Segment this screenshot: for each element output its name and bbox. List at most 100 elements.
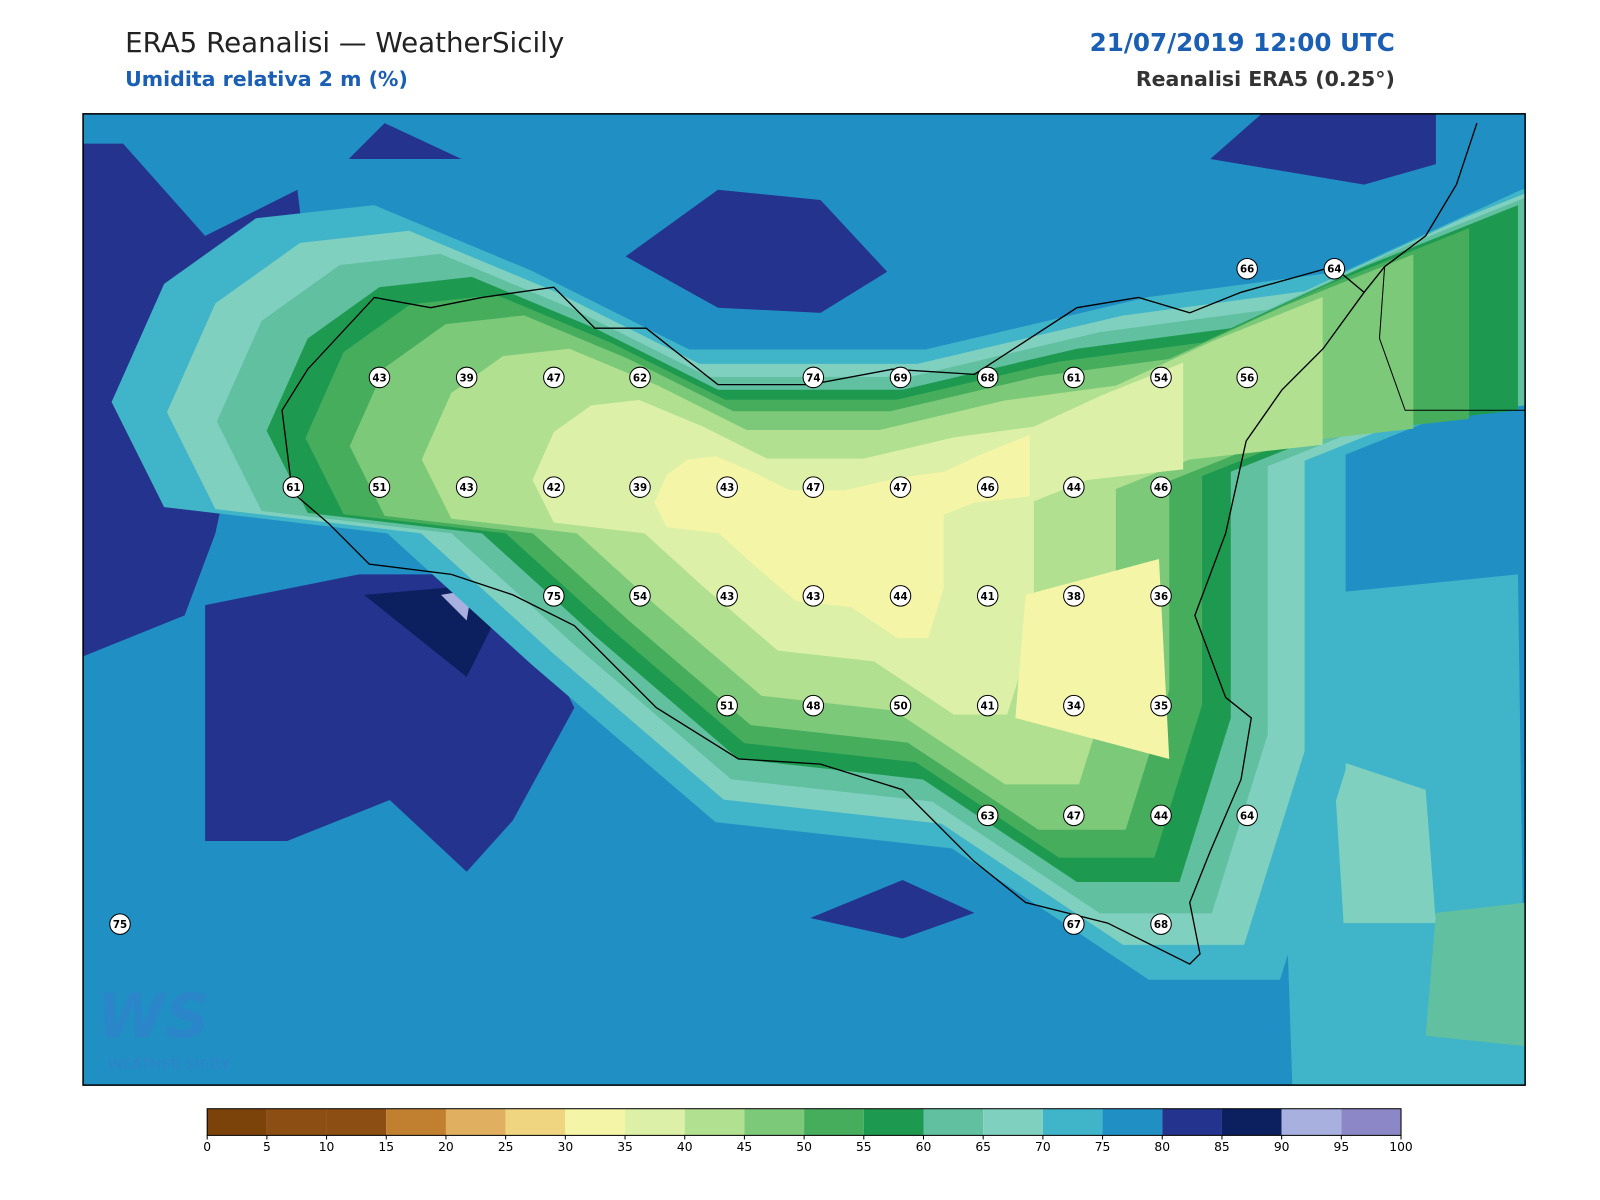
station-marker (1063, 913, 1085, 935)
station-value: 43 (720, 591, 734, 603)
coastline (281, 265, 1366, 965)
station-value: 43 (806, 591, 820, 603)
station-marker (1150, 366, 1172, 389)
colorbar-cell (386, 1108, 446, 1136)
station-marker (802, 585, 825, 607)
humidity-field (83, 113, 1526, 1086)
colorbar-cell (207, 1108, 267, 1136)
patch (1210, 113, 1436, 185)
station-value: 48 (806, 701, 820, 713)
colorbar-cell (326, 1108, 387, 1136)
station-marker (543, 585, 565, 607)
station-value: 41 (981, 701, 995, 713)
station-value: 35 (1154, 701, 1168, 713)
colorbar-cell (1341, 1108, 1402, 1136)
patch (625, 189, 888, 313)
station-marker (976, 366, 999, 389)
station-value: 74 (806, 372, 820, 384)
station-marker (543, 366, 565, 389)
logo-text: WS (97, 981, 209, 1053)
colorbar-cell (445, 1108, 506, 1136)
overlay: 66 64 43 39 47 62 74 69 68 61 54 56 61 51 43 42 39 43 47 47… (82, 113, 1526, 1154)
station-marker (1150, 694, 1172, 717)
station-value: 69 (893, 372, 907, 384)
colorbar-cell (565, 1108, 626, 1136)
colorbar-label: 0 (203, 1140, 211, 1154)
station-value: 68 (981, 372, 995, 384)
station-value: 54 (1154, 372, 1168, 384)
station-value: 44 (1067, 482, 1081, 494)
station-marker (543, 476, 565, 498)
station-marker (1063, 366, 1085, 389)
station-value: 47 (1067, 810, 1081, 822)
station-marker (282, 476, 305, 498)
colorbar-cell (505, 1108, 566, 1136)
station-marker (976, 694, 999, 717)
station-value: 39 (460, 372, 474, 384)
colorbar-label: 5 (263, 1140, 271, 1154)
colorbar-cell (1162, 1108, 1222, 1136)
colorbar-cell (1042, 1108, 1103, 1136)
patch (1425, 902, 1526, 1047)
station-marker (976, 804, 999, 827)
colorbar-cell (684, 1108, 745, 1136)
colorbar-label: 60 (916, 1140, 932, 1154)
station-marker (889, 366, 912, 389)
colorbar-cell (266, 1108, 327, 1136)
station-marker (976, 476, 999, 498)
colorbar-label: 50 (796, 1140, 812, 1154)
station-marker (976, 585, 999, 607)
station-marker (802, 694, 825, 717)
coastline (1378, 266, 1526, 411)
station-marker (716, 476, 738, 498)
colorbar-label: 55 (856, 1140, 872, 1154)
station-value: 43 (720, 482, 734, 494)
station-marker (889, 694, 912, 717)
subtitle: Umidita relativa 2 m (%) (125, 67, 408, 91)
station-marker (889, 476, 912, 498)
station-value: 42 (547, 482, 561, 494)
colorbar-cell (804, 1108, 864, 1136)
patch (1333, 758, 1436, 924)
station-value: 46 (981, 482, 995, 494)
station-marker (368, 476, 391, 498)
colorbar-cell (923, 1108, 984, 1136)
station-value: 47 (806, 482, 820, 494)
title: ERA5 Reanalisi — WeatherSicily (125, 26, 564, 59)
station-value: 66 (1240, 264, 1254, 276)
station-marker (1150, 804, 1172, 827)
colorbar-label: 25 (498, 1140, 514, 1154)
station-marker (368, 366, 391, 389)
colorbar-cell (1281, 1108, 1342, 1136)
station-value: 51 (372, 482, 386, 494)
station-value: 62 (633, 372, 647, 384)
map-frame (82, 113, 1526, 1086)
colorbar-label: 35 (617, 1140, 633, 1154)
station-marker (1063, 476, 1085, 498)
station-value: 64 (1327, 264, 1341, 276)
station-value: 47 (547, 372, 561, 384)
station-marker (889, 585, 912, 607)
patch (205, 574, 575, 872)
colorbar-label: 70 (1035, 1140, 1051, 1154)
station-value: 75 (547, 591, 561, 603)
station-value: 43 (372, 372, 386, 384)
station-value: 54 (633, 591, 647, 603)
station-value: 43 (460, 482, 474, 494)
station-marker (629, 476, 651, 498)
station-value: 44 (893, 591, 907, 603)
station-value: 75 (113, 919, 127, 931)
station-value: 56 (1240, 372, 1254, 384)
station-marker (1063, 585, 1085, 607)
colorbar-cell (983, 1108, 1043, 1136)
station-value: 36 (1154, 591, 1168, 603)
station-value: 39 (633, 482, 647, 494)
station-value: 68 (1154, 919, 1168, 931)
station-marker (716, 694, 738, 717)
colorbar-label: 85 (1214, 1140, 1230, 1154)
colorbar-label: 40 (677, 1140, 693, 1154)
station-marker (455, 366, 478, 389)
colorbar-label: 10 (319, 1140, 335, 1154)
